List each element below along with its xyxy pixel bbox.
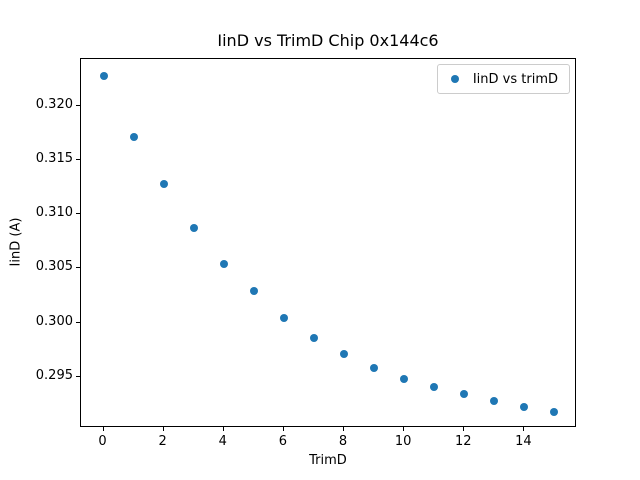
scatter-point — [460, 390, 469, 399]
y-tick-mark — [76, 213, 80, 215]
plot-area: IinD vs trimD — [80, 58, 576, 427]
y-tick-label: 0.320 — [35, 96, 73, 112]
x-tick-mark — [403, 427, 405, 431]
x-tick-label: 6 — [278, 434, 288, 449]
x-tick-label: 8 — [338, 434, 348, 449]
scatter-point — [340, 350, 349, 359]
scatter-point — [159, 179, 168, 188]
scatter-point — [490, 396, 499, 405]
scatter-point — [249, 287, 258, 296]
scatter-point — [400, 375, 409, 384]
y-tick-mark — [76, 158, 80, 160]
scatter-point — [520, 403, 529, 412]
scatter-point — [129, 133, 138, 142]
x-tick-label: 14 — [515, 434, 532, 449]
x-tick-mark — [222, 427, 224, 431]
scatter-point — [370, 364, 379, 373]
x-tick-label: 10 — [394, 434, 412, 449]
x-tick-mark — [102, 427, 104, 431]
x-tick-mark — [282, 427, 284, 431]
x-tick-label: 12 — [454, 434, 472, 449]
scatter-point — [99, 72, 108, 81]
x-tick-mark — [343, 427, 345, 431]
scatter-series — [81, 59, 575, 426]
y-tick-mark — [76, 375, 80, 377]
y-tick-label: 0.295 — [35, 367, 73, 383]
x-tick-label: 4 — [218, 434, 227, 449]
scatter-point — [430, 382, 439, 391]
y-tick-label: 0.310 — [35, 205, 73, 221]
scatter-point — [309, 333, 318, 342]
x-tick-label: 2 — [158, 434, 167, 449]
chart-title: IinD vs TrimD Chip 0x144c6 — [217, 31, 439, 50]
scatter-point — [550, 407, 559, 416]
y-tick-mark — [76, 321, 80, 323]
scatter-point — [279, 314, 288, 323]
legend: IinD vs trimD — [436, 64, 570, 94]
legend-marker-icon — [450, 75, 459, 83]
y-tick-mark — [76, 267, 80, 269]
x-tick-label: 0 — [98, 434, 107, 449]
scatter-point — [189, 224, 198, 233]
x-tick-mark — [463, 427, 465, 431]
scatter-point — [219, 260, 228, 269]
legend-label: IinD vs trimD — [472, 71, 558, 87]
x-tick-mark — [523, 427, 525, 431]
y-tick-label: 0.300 — [35, 313, 73, 329]
y-tick-label: 0.315 — [35, 150, 73, 166]
y-tick-label: 0.305 — [35, 259, 73, 275]
x-axis-label: TrimD — [309, 453, 347, 468]
y-axis-label: IinD (A) — [8, 217, 24, 267]
y-tick-mark — [76, 104, 80, 106]
x-tick-mark — [162, 427, 164, 431]
